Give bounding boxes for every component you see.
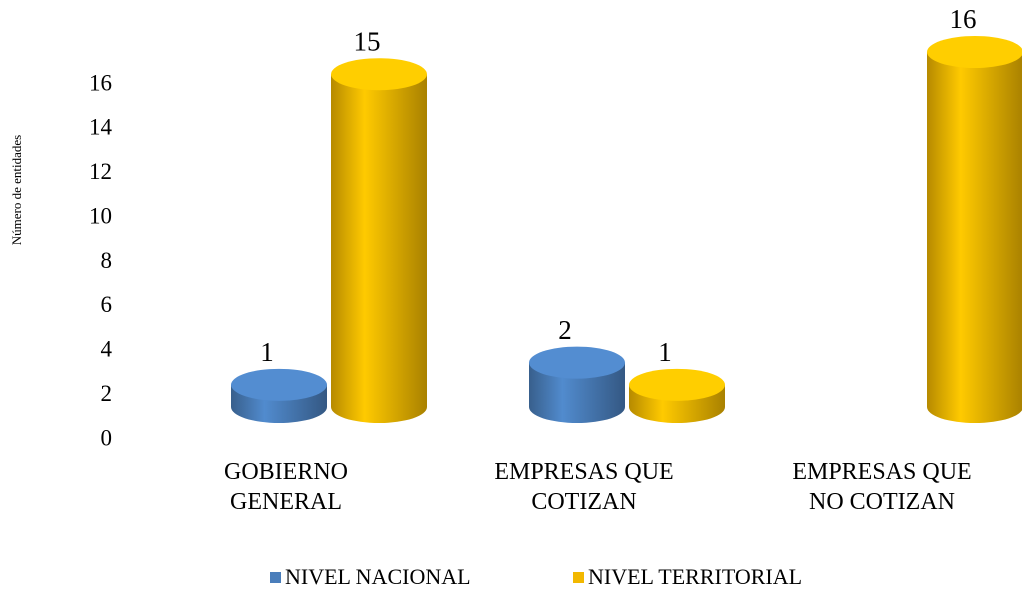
bar-top: [629, 368, 725, 401]
y-tick-label: 0: [101, 425, 113, 450]
y-tick-label: 16: [89, 70, 112, 95]
y-tick-label: 6: [101, 292, 113, 317]
data-label: 16: [950, 4, 977, 34]
data-label: 1: [260, 337, 274, 367]
y-axis-label: Número de entidades: [9, 135, 24, 245]
bar-top: [231, 368, 327, 401]
data-label: 2: [558, 315, 572, 345]
bar-top: [529, 346, 625, 379]
data-label: 15: [354, 26, 381, 56]
y-tick-label: 8: [101, 248, 113, 273]
x-tick-label: EMPRESAS QUE COTIZAN: [494, 459, 674, 515]
y-tick-label: 10: [89, 203, 112, 228]
bar: [629, 368, 725, 423]
y-tick-label: 14: [89, 115, 113, 140]
bar-body: [331, 74, 427, 407]
y-tick-label: 4: [101, 337, 113, 362]
legend-swatch: [270, 572, 281, 583]
bar-top: [927, 36, 1022, 68]
bar: [231, 368, 327, 423]
bar: [331, 58, 427, 423]
legend-label: NIVEL NACIONAL: [285, 564, 471, 589]
bar: [927, 36, 1022, 423]
y-tick-label: 12: [89, 159, 112, 184]
legend-swatch: [573, 572, 584, 583]
bar: [529, 346, 625, 423]
bar-body: [927, 52, 1022, 407]
x-tick-label: EMPRESAS QUE NO COTIZAN: [792, 459, 972, 515]
legend-label: NIVEL TERRITORIAL: [588, 564, 802, 589]
y-tick-label: 2: [101, 381, 113, 406]
data-label: 1: [658, 337, 672, 367]
bar-top: [331, 58, 427, 91]
x-tick-label: GOBIERNO GENERAL: [224, 459, 348, 515]
